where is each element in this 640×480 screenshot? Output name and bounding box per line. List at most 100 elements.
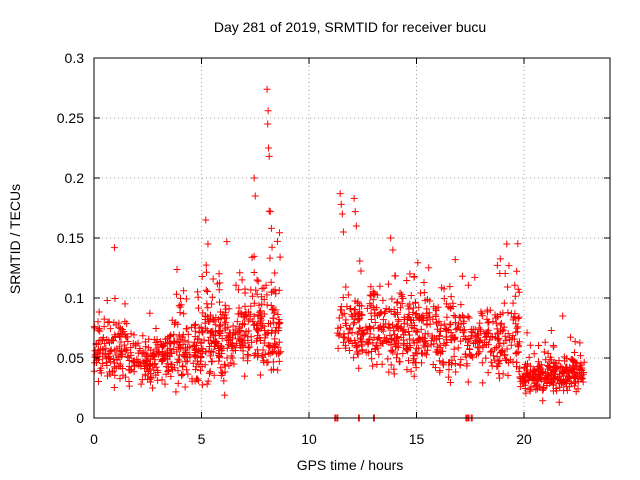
data-point [478, 359, 486, 367]
data-point [352, 222, 360, 230]
data-point [535, 375, 543, 383]
data-point [351, 208, 359, 216]
data-point [406, 270, 414, 278]
data-point [276, 253, 284, 261]
data-point [406, 335, 414, 343]
data-point [275, 286, 283, 294]
data-point [407, 316, 415, 324]
data-point [426, 320, 434, 328]
data-point [141, 372, 149, 380]
data-point [184, 330, 192, 338]
data-point [346, 325, 354, 333]
data-point [388, 295, 396, 303]
data-point [199, 329, 207, 337]
data-point [174, 367, 182, 375]
data-point [350, 306, 358, 314]
data-point [210, 332, 218, 340]
data-point [182, 325, 190, 333]
data-point [123, 333, 131, 341]
data-point [496, 321, 504, 329]
data-point [260, 339, 268, 347]
data-point [438, 284, 446, 292]
data-point [374, 324, 382, 332]
data-point [347, 304, 355, 312]
data-point [446, 378, 454, 386]
data-point [354, 316, 362, 324]
data-point [514, 348, 522, 356]
data-point [237, 335, 245, 343]
data-point [192, 320, 200, 328]
data-point [123, 346, 131, 354]
data-point [169, 365, 177, 373]
data-point [534, 363, 542, 371]
data-point [509, 316, 517, 324]
data-point [537, 361, 545, 369]
x-tick-label: 10 [301, 431, 317, 447]
data-point [436, 335, 444, 343]
data-point [136, 345, 144, 353]
data-point [336, 190, 344, 198]
data-point [210, 342, 218, 350]
data-point [97, 345, 105, 353]
data-point [199, 309, 207, 317]
data-point [170, 338, 178, 346]
data-point [175, 302, 183, 310]
data-point [256, 308, 264, 316]
data-point [223, 238, 231, 246]
data-point [500, 323, 508, 331]
data-point [174, 379, 182, 387]
data-point [337, 306, 345, 314]
data-point [269, 305, 277, 313]
data-point [504, 371, 512, 379]
data-point [522, 389, 530, 397]
data-point [347, 311, 355, 319]
data-point [569, 365, 577, 373]
data-point [403, 366, 411, 374]
data-point [384, 355, 392, 363]
data-point [198, 272, 206, 280]
data-point [567, 333, 575, 341]
data-point [111, 346, 119, 354]
data-point [248, 338, 256, 346]
data-point [202, 261, 210, 269]
data-point [106, 325, 114, 333]
data-point [442, 341, 450, 349]
data-point [555, 379, 563, 387]
data-point [203, 300, 211, 308]
data-point [353, 348, 361, 356]
data-point [574, 374, 582, 382]
data-point [549, 342, 557, 350]
data-point [267, 301, 275, 309]
data-point [423, 316, 431, 324]
data-point [369, 362, 377, 370]
data-point [440, 320, 448, 328]
data-point [580, 358, 588, 366]
data-point [456, 361, 464, 369]
data-point [104, 353, 112, 361]
data-point [530, 382, 538, 390]
data-point [265, 207, 273, 215]
data-point [521, 360, 529, 368]
data-point [404, 302, 412, 310]
data-point [550, 366, 558, 374]
data-point [334, 344, 342, 352]
data-point [569, 362, 577, 370]
data-point [170, 337, 178, 345]
data-point [340, 330, 348, 338]
data-point [531, 367, 539, 375]
data-point [395, 358, 403, 366]
data-point [142, 361, 150, 369]
data-point [204, 377, 212, 385]
data-point [505, 262, 513, 270]
data-point [241, 372, 249, 380]
data-point [227, 359, 235, 367]
data-point [371, 319, 379, 327]
data-point [425, 264, 433, 272]
data-point [559, 368, 567, 376]
data-point [342, 321, 350, 329]
data-point [383, 335, 391, 343]
data-point [555, 357, 563, 365]
data-point [527, 383, 535, 391]
data-point [449, 302, 457, 310]
data-point [430, 303, 438, 311]
